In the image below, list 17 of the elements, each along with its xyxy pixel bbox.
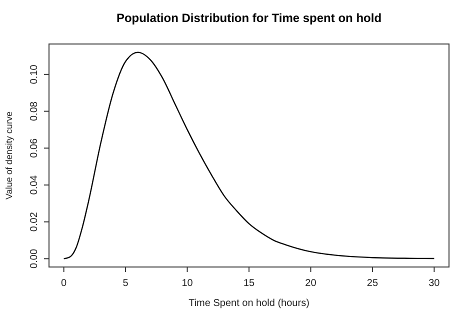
y-tick-label: 0.04 <box>29 174 40 195</box>
x-tick-label: 10 <box>182 278 194 289</box>
y-tick-label: 0.10 <box>29 64 40 84</box>
x-tick-label: 20 <box>305 278 317 289</box>
x-axis-title: Time Spent on hold (hours) <box>188 298 310 309</box>
y-tick-label: 0.02 <box>29 212 40 232</box>
x-tick-label: 15 <box>243 278 255 289</box>
y-tick-label: 0.06 <box>29 138 40 158</box>
x-tick-label: 5 <box>122 278 129 289</box>
x-tick-label: 0 <box>61 278 68 289</box>
x-tick-label: 30 <box>428 278 440 289</box>
y-axis-title: Value of density curve <box>4 112 14 200</box>
chart-title: Population Distribution for Time spent on hold <box>116 11 382 25</box>
y-tick-label: 0.08 <box>29 101 40 122</box>
y-tick-label: 0.00 <box>29 248 40 268</box>
line-series <box>63 52 435 260</box>
x-tick-label: 25 <box>366 278 378 289</box>
